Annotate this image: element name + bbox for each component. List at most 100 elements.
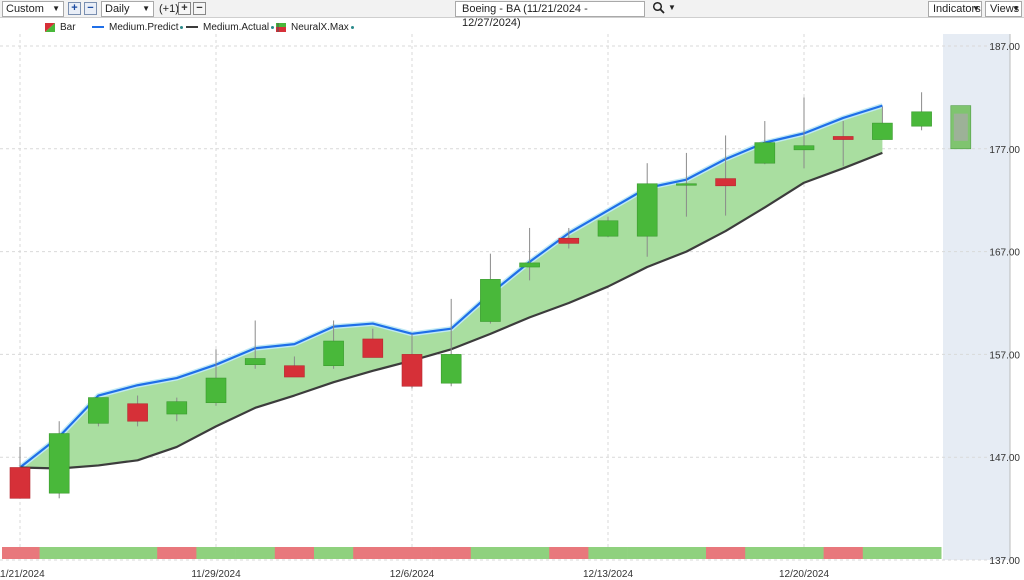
signal-strip-cell: [431, 547, 472, 559]
candle-body: [676, 183, 697, 186]
signal-strip-cell: [784, 547, 824, 559]
candle-body: [911, 111, 932, 127]
candle-body: [754, 142, 776, 164]
settings-dot-icon: [350, 25, 354, 29]
bar-swatch-icon: [45, 22, 55, 32]
signal-strip-cell: [118, 547, 158, 559]
x-tick-label: 12/20/2024: [779, 569, 829, 580]
x-tick-label: 11/21/2024: [0, 569, 45, 580]
candle-body: [597, 220, 619, 237]
legend-item-medium-predict[interactable]: Medium.Predict: [92, 22, 184, 33]
indicators-button[interactable]: Indicators ▼: [928, 1, 982, 17]
signal-strip-cell: [627, 547, 668, 559]
signal-strip-cell: [274, 547, 315, 559]
range-select[interactable]: Custom ▼: [2, 1, 64, 17]
y-tick-label: 157.00: [989, 350, 1020, 361]
legend-item-medium-actual[interactable]: Medium.Actual: [186, 22, 275, 33]
chevron-down-icon: ▼: [1012, 4, 1020, 13]
signal-strip-cell: [78, 547, 119, 559]
forecast-bar-core: [953, 113, 968, 141]
offset-label: (+1): [159, 3, 179, 15]
symbol-input[interactable]: Boeing - BA (11/21/2024 - 12/27/2024): [455, 1, 645, 29]
settings-dot-icon: [180, 25, 184, 29]
signal-strip-cell: [902, 547, 942, 559]
candle-body: [284, 365, 305, 378]
x-axis: 11/21/2024 11/29/2024 12/6/2024 12/13/2024 1…: [0, 569, 829, 580]
neural-swatch-icon: [276, 22, 286, 32]
signal-strip-cell: [157, 547, 197, 559]
candle-body: [48, 433, 70, 494]
signal-strip-cell: [39, 547, 80, 559]
candle-body: [558, 237, 580, 244]
legend-label: Medium.Predict: [109, 22, 179, 33]
legend-label: Medium.Actual: [203, 22, 270, 33]
signal-strip-cell: [549, 547, 589, 559]
candle-body: [480, 279, 501, 322]
candle-body: [715, 178, 736, 187]
candle-body: [9, 467, 31, 499]
signal-strip-cell: [823, 547, 864, 559]
signal-strip-cell: [745, 547, 785, 559]
x-tick-label: 12/13/2024: [583, 569, 633, 580]
y-tick-label: 137.00: [989, 556, 1020, 567]
offset-plus-button[interactable]: +: [178, 2, 191, 15]
line-swatch-icon: [92, 26, 104, 29]
range-select-value: Custom: [6, 3, 44, 15]
candle-body: [401, 354, 423, 387]
zoom-in-button[interactable]: +: [68, 2, 81, 15]
signal-strip-cell: [2, 547, 40, 559]
candle-body: [832, 136, 854, 140]
period-select[interactable]: Daily ▼: [101, 1, 154, 17]
signal-strip-cell: [666, 547, 707, 559]
magnifier-icon[interactable]: [652, 1, 666, 18]
signal-strip-cell: [862, 547, 903, 559]
y-tick-label: 167.00: [989, 248, 1020, 259]
candle-body: [872, 122, 893, 140]
views-button[interactable]: Views ▼: [985, 1, 1022, 17]
candlesticks: [9, 92, 972, 499]
chevron-down-icon: ▼: [52, 4, 60, 13]
chevron-down-icon: ▼: [972, 4, 980, 13]
y-tick-label: 177.00: [989, 145, 1020, 156]
candle-body: [88, 397, 109, 424]
signal-strip-cell: [392, 547, 432, 559]
candle-body: [166, 401, 188, 415]
signal-strip-cell: [196, 547, 236, 559]
legend-item-bar[interactable]: Bar: [45, 22, 76, 33]
line-swatch-icon: [186, 26, 198, 29]
neuralx-band: [20, 105, 883, 469]
candle-body: [636, 183, 658, 237]
period-select-value: Daily: [105, 3, 130, 15]
chevron-down-icon: ▼: [142, 4, 150, 13]
x-tick-label: 11/29/2024: [191, 569, 241, 580]
signal-strip-cell: [706, 547, 746, 559]
neuralx-max-band: [20, 105, 883, 469]
legend-item-neuralx-max[interactable]: NeuralX.Max: [276, 22, 354, 33]
signal-strip-cell: [588, 547, 628, 559]
candle-body: [127, 403, 148, 422]
signal-strip-cell: [235, 547, 276, 559]
views-label: Views: [990, 3, 1020, 15]
zoom-out-button[interactable]: −: [84, 2, 97, 15]
settings-dot-icon: [271, 25, 275, 29]
x-tick-label: 12/6/2024: [390, 569, 435, 580]
candle-body: [793, 145, 815, 151]
candle-body: [362, 338, 384, 358]
offset-minus-button[interactable]: −: [193, 2, 206, 15]
signal-strip-cell: [314, 547, 354, 559]
search-options-chevron-icon[interactable]: ▼: [668, 3, 676, 12]
toolbar: Custom ▼ + − Daily ▼ (+1) + − Boeing - B…: [0, 0, 1024, 29]
candle-body: [323, 340, 344, 367]
signal-strip: [2, 547, 942, 559]
legend-label: NeuralX.Max: [291, 22, 349, 33]
signal-strip-cell: [353, 547, 393, 559]
candle-body: [244, 358, 266, 365]
candle-body: [205, 377, 227, 404]
signal-strip-cell: [470, 547, 511, 559]
indicators-label: Indicators: [933, 3, 981, 15]
signal-strip-cell: [510, 547, 550, 559]
y-tick-label: 187.00: [989, 42, 1020, 53]
y-axis: 187.00 177.00 167.00 157.00 147.00 137.00: [989, 34, 1020, 567]
candle-body: [519, 262, 540, 268]
